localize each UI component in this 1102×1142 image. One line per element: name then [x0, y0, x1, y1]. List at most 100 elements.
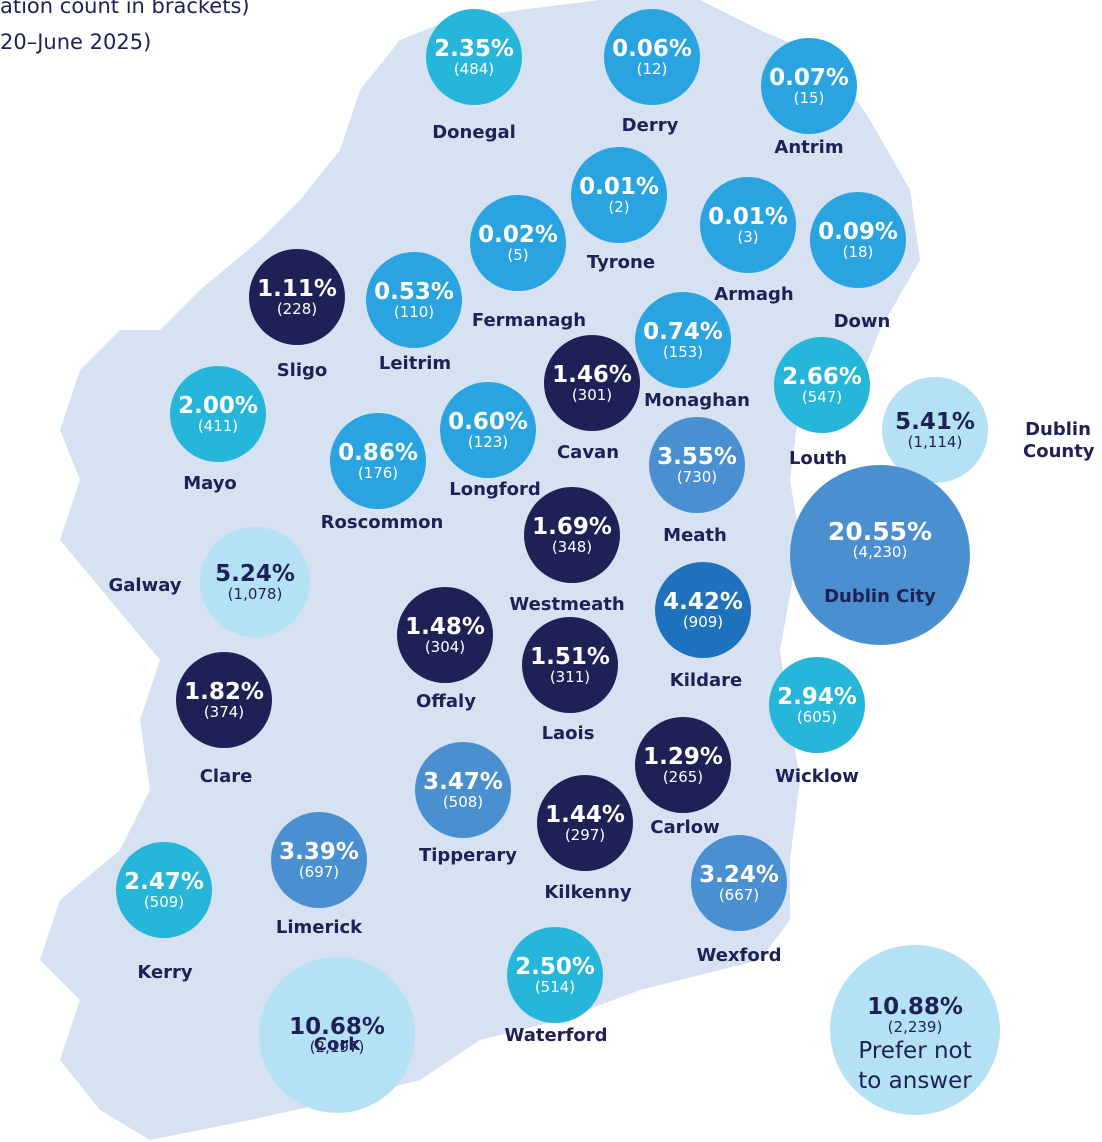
percent: 2.35%	[434, 35, 514, 62]
percent: 1.46%	[552, 361, 632, 388]
bubble: 2.94% (605)	[769, 657, 865, 753]
county-label: Limerick	[275, 917, 363, 938]
count: (4,230)	[852, 542, 908, 561]
count: (304)	[424, 637, 466, 656]
count: (2,239)	[887, 1017, 943, 1036]
count: (176)	[357, 463, 399, 482]
percent: 0.01%	[708, 203, 788, 230]
count: (311)	[549, 667, 591, 686]
count: (15)	[793, 88, 825, 107]
county-label: Sligo	[276, 360, 328, 381]
percent: 2.47%	[124, 868, 204, 895]
bubble: 5.24% (1,078)	[200, 527, 310, 637]
percent: 3.39%	[279, 838, 359, 865]
bubble: 2.47% (509)	[116, 842, 212, 938]
county-label: Down	[833, 311, 891, 332]
count: (909)	[682, 612, 724, 631]
bubble: 2.50% (514)	[507, 927, 603, 1023]
bubble: 1.69% (348)	[524, 487, 620, 583]
county-label: Mayo	[183, 473, 237, 494]
percent: 0.53%	[374, 278, 454, 305]
count: (297)	[564, 825, 606, 844]
county-label: Kilkenny	[544, 882, 632, 903]
bubble: 0.09% (18)	[810, 192, 906, 288]
percent: 0.06%	[612, 35, 692, 62]
county-label: Louth	[788, 448, 848, 469]
count: (153)	[662, 342, 704, 361]
count: (18)	[842, 242, 874, 261]
county-label: Laois	[541, 723, 595, 744]
county-label: Galway	[108, 575, 182, 596]
county-label: Wicklow	[775, 766, 859, 787]
count: (667)	[718, 885, 760, 904]
percent: 0.09%	[818, 218, 898, 245]
count: (3)	[737, 227, 759, 246]
bubble: 1.46% (301)	[544, 335, 640, 431]
county-label: Cork	[313, 1034, 361, 1055]
subtitle: 20–June 2025)	[0, 30, 152, 54]
bubble: 1.82% (374)	[176, 652, 272, 748]
bubble: 1.11% (228)	[249, 249, 345, 345]
count: (265)	[662, 767, 704, 786]
count: (12)	[636, 59, 668, 78]
percent: 5.24%	[215, 560, 295, 587]
count: (123)	[467, 432, 509, 451]
bubble: 10.68% (2,197)	[259, 957, 415, 1113]
count: (1,078)	[227, 584, 283, 603]
percent: 4.42%	[663, 588, 743, 615]
bubble: 0.01% (2)	[571, 147, 667, 243]
county-label: Dublin County	[1023, 419, 1095, 462]
bubble: 2.66% (547)	[774, 337, 870, 433]
count: (348)	[551, 537, 593, 556]
bubble: 0.74% (153)	[635, 292, 731, 388]
percent: 3.55%	[657, 443, 737, 470]
county-label: Dublin City	[824, 586, 936, 607]
count: (509)	[143, 892, 185, 911]
percent: 2.50%	[515, 953, 595, 980]
bubble: 1.44% (297)	[537, 775, 633, 871]
county-label: Prefer not to answer	[858, 1038, 972, 1094]
county-label: Westmeath	[509, 594, 625, 615]
bubble: 0.02% (5)	[470, 195, 566, 291]
county-label: Monaghan	[644, 390, 750, 411]
percent: 3.24%	[699, 861, 779, 888]
percent: 0.01%	[579, 173, 659, 200]
county-label: Waterford	[504, 1025, 608, 1046]
bubble: 0.06% (12)	[604, 9, 700, 105]
count: (508)	[442, 792, 484, 811]
county-label: Armagh	[714, 284, 794, 305]
count: (484)	[453, 59, 495, 78]
bubble: 3.24% (667)	[691, 835, 787, 931]
bubble: 20.55% (4,230)	[790, 465, 970, 645]
bubble: 0.60% (123)	[440, 382, 536, 478]
county-label: Meath	[663, 525, 727, 546]
county-label: Antrim	[774, 137, 844, 158]
percent: 1.11%	[257, 275, 337, 302]
county-label: Clare	[199, 766, 253, 787]
count: (1,114)	[907, 432, 963, 451]
bubble: 1.51% (311)	[522, 617, 618, 713]
count: (697)	[298, 862, 340, 881]
county-label: Leitrim	[378, 353, 452, 374]
percent: 1.51%	[530, 643, 610, 670]
percent: 0.02%	[478, 221, 558, 248]
county-label: Fermanagh	[471, 310, 587, 331]
bubble: 4.42% (909)	[655, 562, 751, 658]
county-label: Carlow	[650, 817, 720, 838]
bubble: 1.48% (304)	[397, 587, 493, 683]
bubble: 3.55% (730)	[649, 417, 745, 513]
count: (2,197)	[309, 1037, 365, 1056]
bubble: 1.29% (265)	[635, 717, 731, 813]
count: (374)	[203, 702, 245, 721]
percent: 0.60%	[448, 408, 528, 435]
percent: 1.82%	[184, 678, 264, 705]
bubble: 10.88% (2,239)	[830, 945, 1000, 1115]
county-label: Kerry	[137, 962, 193, 983]
subtitle: ation count in brackets)	[0, 0, 250, 18]
bubble: 0.86% (176)	[330, 413, 426, 509]
count: (110)	[393, 302, 435, 321]
count: (730)	[676, 467, 718, 486]
bubble: 2.35% (484)	[426, 9, 522, 105]
bubble: 0.07% (15)	[761, 38, 857, 134]
